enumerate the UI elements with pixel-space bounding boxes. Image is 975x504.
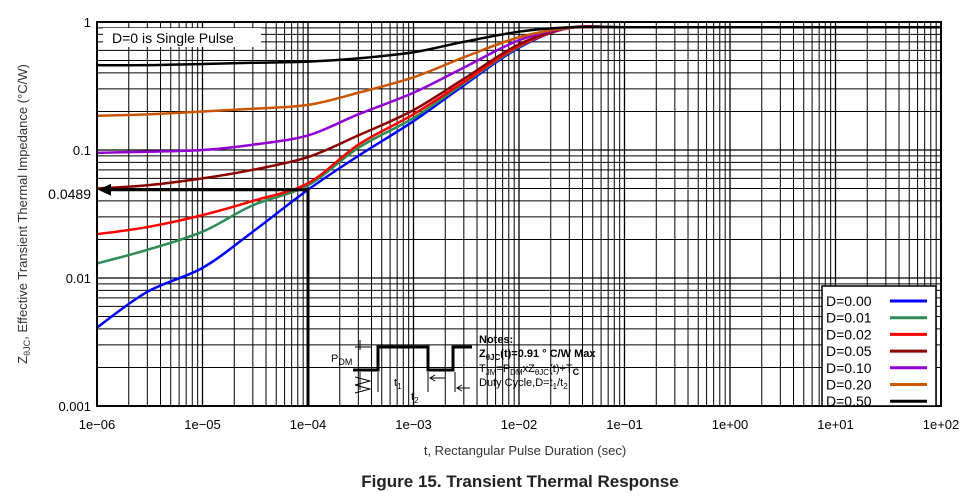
note-tjm: TJM=PDMxZθJC(t)+TC: [479, 363, 580, 377]
y-tick-label: 0.1: [73, 143, 91, 158]
pdm-label: PDM: [331, 353, 352, 367]
x-tick-label: 1e−06: [79, 417, 116, 432]
legend-label: D=0.10: [826, 360, 872, 376]
pulse-diagram: PDM t1 t2: [331, 340, 472, 405]
x-tick-label: 1e+02: [923, 417, 960, 432]
grid: [96, 22, 941, 407]
readout-label: 0.0489: [48, 186, 91, 202]
series-line-D=0.50: [96, 25, 941, 67]
notes-title: Notes:: [479, 334, 513, 346]
t2-label: t2: [411, 391, 419, 405]
legend-label: D=0.01: [826, 310, 872, 326]
x-axis-label: t, Rectangular Pulse Duration (sec): [424, 443, 626, 458]
y-tick-label: 1: [84, 15, 91, 30]
note-zthjc: ZθJC(t)=0.91 ° C/W Max: [479, 348, 596, 362]
x-tick-label: 1e−03: [395, 417, 432, 432]
notes: Notes: ZθJC(t)=0.91 ° C/W Max TJM=PDMxZθ…: [479, 334, 596, 391]
note-duty-cycle: Duty Cycle,D=t1/t2: [479, 377, 568, 391]
legend-label: D=0.02: [826, 326, 872, 342]
t1-label: t1: [394, 377, 402, 391]
curves: [96, 24, 941, 329]
single-pulse-label-box: [103, 28, 261, 47]
y-axis-label: ZθJC, Effective Transient Thermal Impeda…: [15, 64, 32, 364]
legend-label: D=0.00: [826, 293, 872, 309]
readout-line: [109, 188, 310, 406]
pulse-waveform: [353, 345, 472, 372]
readout-annotation: [98, 183, 310, 406]
x-tick-label: 1e−04: [290, 417, 327, 432]
y-tick-label: 0.01: [66, 271, 91, 286]
y-tick-labels: 1 0.1 0.01 0.001: [58, 15, 91, 414]
x-tick-labels: 1e−06 1e−05 1e−04 1e−03 1e−02 1e−01 1e+00 1e+01…: [79, 417, 960, 432]
plot-frame: [96, 21, 942, 407]
x-tick-label: 1e−05: [184, 417, 221, 432]
legend-label: D=0.20: [826, 377, 872, 393]
x-tick-label: 1e−02: [501, 417, 538, 432]
legend-label: D=0.50: [826, 393, 872, 409]
figure-title: Figure 15. Transient Thermal Response: [361, 472, 678, 491]
single-pulse-label: D=0 is Single Pulse: [112, 30, 234, 46]
legend-label: D=0.05: [826, 343, 872, 359]
x-tick-label: 1e−01: [606, 417, 643, 432]
x-tick-label: 1e+01: [817, 417, 854, 432]
y-tick-label: 0.001: [58, 399, 91, 414]
readout-arrow-icon: [98, 183, 111, 196]
x-tick-label: 1e+00: [712, 417, 749, 432]
legend: D=0.00D=0.01D=0.02D=0.05D=0.10D=0.20D=0.…: [821, 285, 937, 409]
